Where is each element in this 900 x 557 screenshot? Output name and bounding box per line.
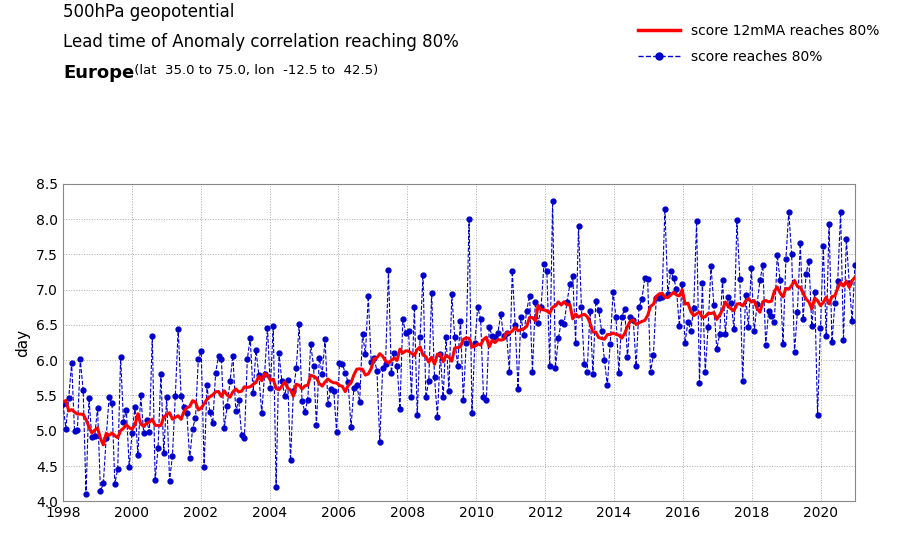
Legend: score 12mMA reaches 80%, score reaches 80%: score 12mMA reaches 80%, score reaches 8… bbox=[638, 23, 879, 64]
Y-axis label: day: day bbox=[15, 329, 31, 356]
Text: Lead time of Anomaly correlation reaching 80%: Lead time of Anomaly correlation reachin… bbox=[63, 33, 459, 51]
Text: (lat  35.0 to 75.0, lon  -12.5 to  42.5): (lat 35.0 to 75.0, lon -12.5 to 42.5) bbox=[130, 64, 379, 77]
Text: Europe: Europe bbox=[63, 64, 134, 82]
Text: 500hPa geopotential: 500hPa geopotential bbox=[63, 3, 234, 21]
